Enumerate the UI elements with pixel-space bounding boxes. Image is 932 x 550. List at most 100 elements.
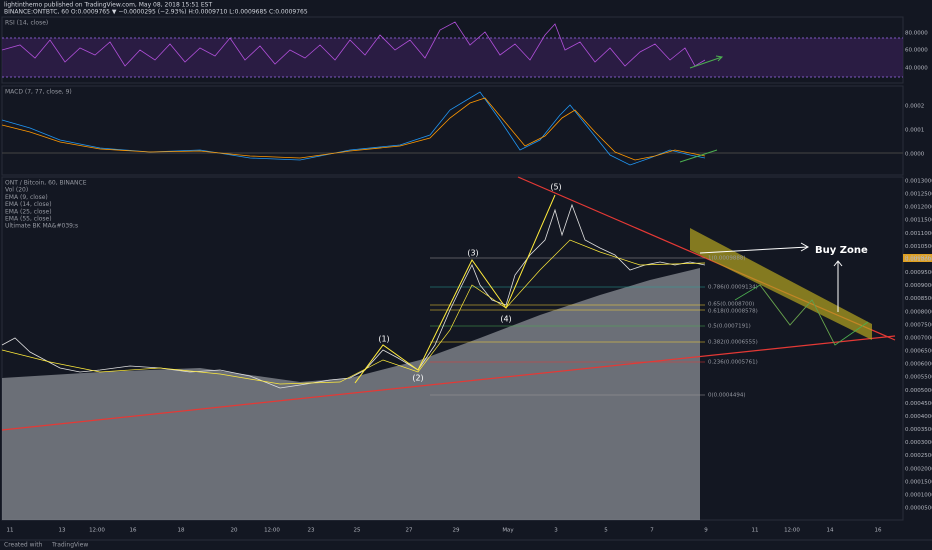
time-tick-label: 16 (130, 528, 137, 534)
price-tick-label: 0.0012000 (905, 205, 932, 211)
time-tick-label: May (502, 528, 514, 534)
fib-label: 1(0.0009888) (708, 256, 746, 262)
rsi-tick-label: 80.0000 (905, 31, 928, 37)
price-tick-label: 0.0002000 (905, 466, 932, 472)
legend-entry: ONT / Bitcoin, 60, BINANCE (5, 180, 87, 187)
time-tick-label: 7 (650, 528, 654, 534)
rsi-title: RSI (14, close) (5, 20, 48, 27)
price-tick-label: 0.0009000 (905, 283, 932, 289)
price-line (1, 203, 706, 389)
fib-label: 0.382(0.0006555) (708, 340, 758, 346)
macd-title: MACD (7, 77, close, 9) (5, 89, 72, 96)
price-tick-label: 0.0012500 (905, 192, 932, 198)
buy-zone-arrow (699, 246, 809, 254)
time-tick-label: 18 (178, 528, 185, 534)
rsi-band (2, 38, 903, 77)
macd-tick-label: 0.0001 (905, 128, 924, 134)
price-tick-label: 0.0007000 (905, 335, 932, 341)
legend-entry: EMA (25, close) (5, 208, 52, 215)
legend-entry: EMA (55, close) (5, 216, 52, 223)
price-tick-label: 0.0011500 (905, 218, 932, 224)
time-tick-label: 11 (7, 528, 14, 534)
price-tick-label: 0.0010000 (905, 257, 932, 263)
fib-label: 0(0.0004494) (708, 393, 746, 399)
price-tick-label: 0.0008000 (905, 309, 932, 315)
buy-zone-arrow-head (833, 260, 843, 267)
publish-line: lightinthemo published on TradingView.co… (4, 2, 212, 9)
legend-entry: EMA (9, close) (5, 194, 48, 201)
buy-zone-arrow-head (800, 242, 810, 252)
rsi-tick-label: 40.0000 (905, 66, 928, 72)
price-tick-label: 0.0006500 (905, 349, 932, 355)
time-tick-label: 12:00 (784, 528, 800, 534)
footer-brand: TradingView (51, 542, 88, 549)
fib-label: 0.5(0.0007191) (708, 324, 751, 330)
time-tick-label: 12:00 (89, 528, 105, 534)
fib-label: 0.618(0.0008578) (708, 309, 758, 315)
wave-label: (3) (467, 249, 478, 258)
price-tick-label: 0.0013000 (905, 179, 932, 185)
price-tick-label: 0.0010500 (905, 244, 932, 250)
ema-line (1, 239, 706, 385)
legend-entry: Ultimate BK MA&#039;s (5, 223, 78, 230)
price-tick-label: 0.0000500 (905, 506, 932, 512)
legend-entry: EMA (14, close) (5, 201, 52, 208)
time-tick-label: 25 (354, 528, 361, 534)
price-tick-label: 0.0007500 (905, 322, 932, 328)
support-line (1, 335, 896, 431)
time-tick-label: 11 (752, 528, 759, 534)
price-tick-label: 0.0004000 (905, 414, 932, 420)
time-tick-label: 13 (59, 528, 66, 534)
time-tick-label: 3 (554, 528, 558, 534)
price-tick-label: 0.0004500 (905, 401, 932, 407)
price-tick-label: 0.0001000 (905, 492, 932, 498)
axes: 80.0000 60.0000 40.0000 0.0002 0.0001 0.0000 0… (7, 31, 932, 534)
fib-label: 0.786(0.0009134) (708, 285, 758, 291)
price-tick-label: 0.0005000 (905, 388, 932, 394)
time-tick-label: 14 (827, 528, 834, 534)
price-tick-label: 0.0008500 (905, 296, 932, 302)
time-tick-label: 16 (875, 528, 882, 534)
buy-zone-channel (690, 228, 872, 340)
rsi-tick-label: 60.0000 (905, 48, 928, 54)
fib-label: 0.65(0.0008700) (708, 302, 754, 308)
time-tick-label: 20 (231, 528, 238, 534)
signal-line (1, 97, 706, 161)
projection-green (734, 284, 869, 346)
rsi-arrow-head (715, 55, 724, 62)
fib-label: 0.236(0.0005761) (708, 360, 758, 366)
price-tick-label: 0.0003000 (905, 440, 932, 446)
wave-count (354, 194, 556, 384)
price-tick-label: 0.0011000 (905, 231, 932, 237)
time-tick-label: 12:00 (264, 528, 280, 534)
price-tick-label: 0.0001500 (905, 479, 932, 485)
wave-label: (1) (378, 335, 389, 344)
time-tick-label: 5 (604, 528, 608, 534)
macd-tick-label: 0.0000 (905, 152, 925, 158)
footer-text: Created with (4, 542, 43, 549)
wave-label: (4) (500, 315, 511, 324)
price-tag (903, 254, 932, 262)
fib-lines (430, 257, 705, 396)
legend-entry: Vol (20) (5, 187, 28, 194)
macd-arrow (679, 149, 718, 163)
wave-label: (2) (412, 374, 423, 383)
rsi-arrow (689, 56, 723, 69)
time-tick-label: 9 (704, 528, 708, 534)
time-tick-label: 23 (308, 528, 315, 534)
rsi-line (1, 21, 706, 67)
symbol-line: BINANCE:ONTBTC, 60 O:0.0009765 ▼ −0.0000… (4, 9, 308, 16)
macd-frame (1, 85, 904, 176)
buy-zone-label: Buy Zone (815, 245, 868, 256)
price-tick-label: 0.0006000 (905, 362, 932, 368)
price-tick-label: 0.0002500 (905, 453, 932, 459)
price-tick-label: 0.0003500 (905, 427, 932, 433)
volume-ma-area (2, 268, 700, 520)
macd-tick-label: 0.0002 (905, 104, 924, 110)
time-tick-label: 27 (406, 528, 413, 534)
wave-label: (5) (550, 183, 561, 192)
time-tick-label: 29 (453, 528, 460, 534)
price-tick-label: 0.0009500 (905, 270, 932, 276)
